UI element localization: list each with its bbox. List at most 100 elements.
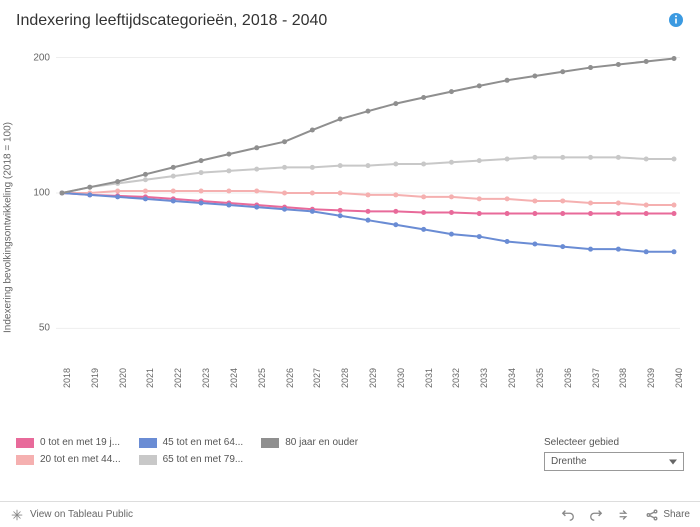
series-point[interactable] bbox=[366, 109, 371, 114]
series-point[interactable] bbox=[226, 168, 231, 173]
series-point[interactable] bbox=[644, 249, 649, 254]
series-point[interactable] bbox=[477, 211, 482, 216]
reset-icon[interactable] bbox=[617, 508, 631, 522]
series-point[interactable] bbox=[87, 185, 92, 190]
series-point[interactable] bbox=[477, 83, 482, 88]
series-point[interactable] bbox=[616, 200, 621, 205]
series-point[interactable] bbox=[560, 244, 565, 249]
series-point[interactable] bbox=[87, 192, 92, 197]
series-point[interactable] bbox=[310, 209, 315, 214]
series-point[interactable] bbox=[672, 156, 677, 161]
series-point[interactable] bbox=[310, 190, 315, 195]
series-point[interactable] bbox=[393, 101, 398, 106]
series-point[interactable] bbox=[143, 189, 148, 194]
series-point[interactable] bbox=[254, 145, 259, 150]
share-button[interactable]: Share bbox=[645, 508, 690, 522]
series-point[interactable] bbox=[449, 160, 454, 165]
series-point[interactable] bbox=[421, 95, 426, 100]
series-point[interactable] bbox=[616, 62, 621, 67]
series-point[interactable] bbox=[588, 211, 593, 216]
series-point[interactable] bbox=[588, 200, 593, 205]
series-point[interactable] bbox=[199, 170, 204, 175]
legend-item[interactable]: 45 tot en met 64... bbox=[139, 437, 244, 448]
series-point[interactable] bbox=[421, 194, 426, 199]
series-point[interactable] bbox=[477, 158, 482, 163]
series-point[interactable] bbox=[366, 163, 371, 168]
series-point[interactable] bbox=[393, 209, 398, 214]
series-point[interactable] bbox=[505, 156, 510, 161]
series-point[interactable] bbox=[366, 218, 371, 223]
series-point[interactable] bbox=[199, 189, 204, 194]
series-point[interactable] bbox=[421, 227, 426, 232]
series-point[interactable] bbox=[560, 211, 565, 216]
series-point[interactable] bbox=[310, 165, 315, 170]
series-point[interactable] bbox=[393, 161, 398, 166]
series-point[interactable] bbox=[254, 189, 259, 194]
series-point[interactable] bbox=[560, 155, 565, 160]
legend-item[interactable]: 20 tot en met 44... bbox=[16, 454, 121, 465]
series-point[interactable] bbox=[532, 198, 537, 203]
view-tableau-link[interactable]: View on Tableau Public bbox=[10, 508, 133, 522]
series-point[interactable] bbox=[560, 198, 565, 203]
series-point[interactable] bbox=[672, 56, 677, 61]
info-icon[interactable] bbox=[668, 12, 684, 28]
series-point[interactable] bbox=[143, 172, 148, 177]
series-point[interactable] bbox=[532, 211, 537, 216]
legend-item[interactable]: 65 tot en met 79... bbox=[139, 454, 244, 465]
series-point[interactable] bbox=[366, 192, 371, 197]
series-point[interactable] bbox=[199, 158, 204, 163]
series-point[interactable] bbox=[171, 174, 176, 179]
series-point[interactable] bbox=[310, 128, 315, 133]
series-point[interactable] bbox=[338, 213, 343, 218]
series-point[interactable] bbox=[171, 198, 176, 203]
series-point[interactable] bbox=[672, 249, 677, 254]
series-point[interactable] bbox=[338, 208, 343, 213]
series-point[interactable] bbox=[449, 232, 454, 237]
series-point[interactable] bbox=[282, 207, 287, 212]
series-point[interactable] bbox=[143, 196, 148, 201]
series-point[interactable] bbox=[588, 65, 593, 70]
series-point[interactable] bbox=[226, 189, 231, 194]
series-point[interactable] bbox=[616, 155, 621, 160]
series-point[interactable] bbox=[505, 196, 510, 201]
series-point[interactable] bbox=[588, 155, 593, 160]
series-point[interactable] bbox=[366, 209, 371, 214]
series-point[interactable] bbox=[421, 210, 426, 215]
series-point[interactable] bbox=[644, 211, 649, 216]
undo-icon[interactable] bbox=[561, 508, 575, 522]
series-point[interactable] bbox=[449, 210, 454, 215]
series-point[interactable] bbox=[338, 117, 343, 122]
series-point[interactable] bbox=[60, 190, 65, 195]
series-point[interactable] bbox=[477, 196, 482, 201]
series-point[interactable] bbox=[616, 211, 621, 216]
series-point[interactable] bbox=[254, 167, 259, 172]
series-point[interactable] bbox=[644, 203, 649, 208]
series-point[interactable] bbox=[143, 177, 148, 182]
series-point[interactable] bbox=[588, 247, 593, 252]
series-point[interactable] bbox=[449, 194, 454, 199]
series-point[interactable] bbox=[338, 163, 343, 168]
series-point[interactable] bbox=[644, 156, 649, 161]
series-point[interactable] bbox=[282, 165, 287, 170]
series-point[interactable] bbox=[282, 190, 287, 195]
series-point[interactable] bbox=[505, 239, 510, 244]
legend-item[interactable]: 0 tot en met 19 j... bbox=[16, 437, 121, 448]
series-point[interactable] bbox=[672, 211, 677, 216]
series-point[interactable] bbox=[226, 203, 231, 208]
series-point[interactable] bbox=[226, 152, 231, 157]
series-point[interactable] bbox=[393, 222, 398, 227]
series-point[interactable] bbox=[644, 59, 649, 64]
series-point[interactable] bbox=[199, 200, 204, 205]
series-point[interactable] bbox=[115, 189, 120, 194]
series-point[interactable] bbox=[672, 203, 677, 208]
series-point[interactable] bbox=[421, 161, 426, 166]
area-dropdown[interactable]: Drenthe bbox=[544, 452, 684, 471]
series-point[interactable] bbox=[532, 73, 537, 78]
series-point[interactable] bbox=[338, 190, 343, 195]
series-point[interactable] bbox=[505, 211, 510, 216]
series-point[interactable] bbox=[532, 155, 537, 160]
series-point[interactable] bbox=[254, 205, 259, 210]
series-point[interactable] bbox=[477, 234, 482, 239]
redo-icon[interactable] bbox=[589, 508, 603, 522]
series-point[interactable] bbox=[115, 194, 120, 199]
